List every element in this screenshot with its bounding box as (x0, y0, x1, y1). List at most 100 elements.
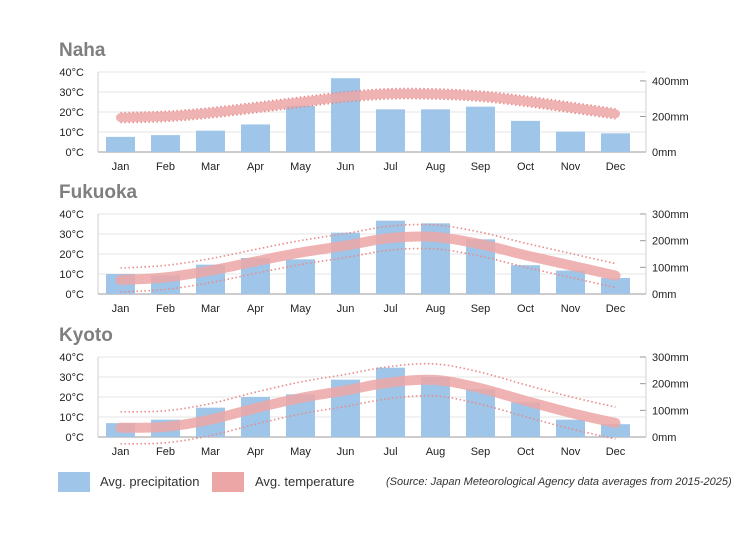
y-tick-label-left: 30°C (59, 229, 84, 241)
x-tick-label: Oct (517, 161, 534, 173)
x-tick-label: Sep (471, 446, 491, 458)
chart-panel-naha: Naha 40°C 30°C 20°C 10°C 0°C 400mm 200mm 0mm Jan F… (59, 40, 689, 173)
x-tick-label: Apr (247, 161, 264, 173)
precipitation-bar (556, 419, 585, 437)
x-tick-label: Nov (561, 303, 581, 315)
x-tick-label: Feb (156, 161, 175, 173)
x-tick-label: Oct (517, 303, 534, 315)
y-tick-label-left: 30°C (59, 372, 84, 384)
y-tick-label-left: 40°C (59, 352, 84, 364)
y-tick-label-right: 200mm (652, 236, 689, 248)
temperature-band (116, 89, 620, 123)
y-tick-label-right: 0mm (652, 289, 676, 301)
x-tick-label: May (290, 446, 311, 458)
temperature-min-line (120, 97, 616, 124)
x-tick-label: Jun (337, 161, 355, 173)
precipitation-bar (331, 78, 360, 152)
y-tick-label-left: 20°C (59, 392, 84, 404)
x-tick-label: Jan (112, 446, 130, 458)
x-tick-label: Jul (383, 303, 397, 315)
precipitation-bar (556, 270, 585, 294)
x-tick-label: Mar (201, 446, 220, 458)
temperature-band (115, 231, 621, 285)
x-tick-label: Jun (337, 303, 355, 315)
precipitation-bar (601, 424, 630, 437)
precipitation-bar (466, 389, 495, 437)
x-tick-label: Jan (112, 161, 130, 173)
y-tick-label-left: 0°C (66, 147, 85, 159)
x-tick-label: Jan (112, 303, 130, 315)
precipitation-bar (556, 131, 585, 152)
precipitation-bar (106, 136, 135, 152)
temperature-max-line (120, 87, 616, 114)
precipitation-bar (286, 259, 315, 294)
y-tick-label-left: 10°C (59, 269, 84, 281)
y-tick-label-right: 200mm (652, 111, 689, 123)
legend-precipitation-swatch (58, 472, 90, 492)
x-tick-label: Jul (383, 161, 397, 173)
chart-panel-kyoto: Kyoto 40°C 30°C 20°C 10°C 0°C 300mm 200mm 100mm 0… (59, 325, 689, 458)
chart-panel-fukuoka: Fukuoka 40°C 30°C 20°C 10°C 0°C 300mm 200mm 100m… (59, 182, 689, 315)
x-tick-label: Feb (156, 303, 175, 315)
chart-title: Fukuoka (59, 182, 138, 203)
precipitation-bar (466, 106, 495, 152)
temperature-min-line (120, 394, 616, 445)
x-tick-label: Aug (426, 161, 446, 173)
x-tick-label: Aug (426, 303, 446, 315)
precipitation-bar (286, 105, 315, 152)
x-tick-label: Dec (606, 161, 626, 173)
source-note: (Source: Japan Meteorological Agency dat… (386, 476, 732, 488)
precipitation-bar (376, 220, 405, 294)
y-tick-label-left: 40°C (59, 67, 84, 79)
y-tick-label-right: 200mm (652, 379, 689, 391)
y-tick-label-right: 0mm (652, 147, 676, 159)
y-tick-label-right: 400mm (652, 76, 689, 88)
legend-temperature-label: Avg. temperature (255, 474, 354, 489)
y-tick-label-left: 0°C (66, 289, 85, 301)
x-tick-label: May (290, 161, 311, 173)
x-tick-label: Jun (337, 446, 355, 458)
chart-title: Naha (59, 40, 106, 61)
x-tick-label: Oct (517, 446, 534, 458)
precipitation-bar (151, 135, 180, 152)
precipitation-bar (421, 377, 450, 437)
x-tick-label: Aug (426, 446, 446, 458)
x-tick-label: Dec (606, 303, 626, 315)
x-tick-label: Apr (247, 446, 264, 458)
y-tick-label-left: 10°C (59, 127, 84, 139)
y-tick-label-right: 0mm (652, 432, 676, 444)
legend-precipitation-label: Avg. precipitation (100, 474, 200, 489)
y-tick-label-right: 100mm (652, 405, 689, 417)
x-tick-label: Mar (201, 161, 220, 173)
x-tick-label: Feb (156, 446, 175, 458)
x-tick-label: Apr (247, 303, 264, 315)
temperature-band (115, 374, 621, 433)
precipitation-bar (601, 133, 630, 152)
precipitation-bar (511, 120, 540, 152)
temperature-max-line (120, 362, 616, 413)
precipitation-bar (241, 124, 270, 152)
chart-title: Kyoto (59, 325, 113, 346)
precipitation-bar (601, 278, 630, 294)
y-tick-label-right: 100mm (652, 262, 689, 274)
y-tick-label-left: 20°C (59, 249, 84, 261)
y-tick-label-left: 10°C (59, 412, 84, 424)
x-tick-label: Jul (383, 446, 397, 458)
precipitation-bar (196, 130, 225, 152)
x-tick-label: May (290, 303, 311, 315)
x-tick-label: Mar (201, 303, 220, 315)
y-tick-label-right: 300mm (652, 352, 689, 364)
x-tick-label: Nov (561, 161, 581, 173)
precipitation-bar (421, 109, 450, 152)
legend: Avg. precipitation Avg. temperature (Sou… (58, 472, 732, 492)
x-tick-label: Dec (606, 446, 626, 458)
x-tick-label: Sep (471, 303, 491, 315)
y-tick-label-left: 30°C (59, 87, 84, 99)
y-tick-label-right: 300mm (652, 209, 689, 221)
y-tick-label-left: 0°C (66, 432, 85, 444)
y-tick-label-left: 40°C (59, 209, 84, 221)
precipitation-bar (376, 109, 405, 152)
y-tick-label-left: 20°C (59, 107, 84, 119)
legend-temperature-swatch (212, 472, 244, 492)
